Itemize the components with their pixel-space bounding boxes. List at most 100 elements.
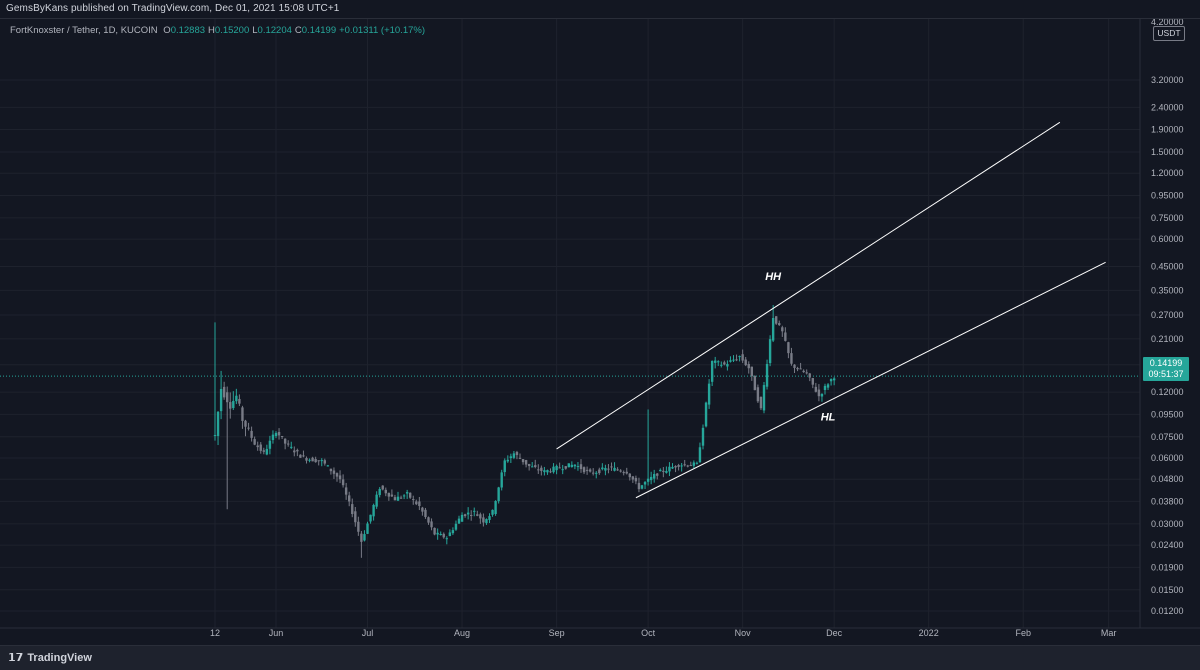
candle-body	[302, 455, 305, 457]
candle	[308, 458, 311, 463]
candle	[222, 381, 226, 400]
candle	[317, 460, 320, 466]
candle	[771, 305, 775, 343]
candle-body	[625, 471, 628, 474]
ohlc-value: 0.14199	[301, 25, 337, 36]
currency-badge[interactable]: USDT	[1153, 26, 1185, 41]
candle	[698, 442, 702, 463]
candle-body	[445, 538, 448, 540]
candle	[293, 446, 296, 457]
price-tick-label: 0.27000	[1151, 310, 1184, 320]
candle	[287, 440, 290, 447]
candle-body	[759, 396, 763, 409]
candle-body	[259, 444, 262, 451]
candle	[790, 347, 793, 366]
candle-body	[521, 459, 525, 463]
candle-body	[829, 379, 833, 382]
candle-body	[698, 447, 702, 463]
candle-body	[293, 450, 296, 453]
annotation-hh[interactable]: HH	[765, 271, 782, 283]
candle-body	[503, 460, 506, 473]
candle	[457, 515, 461, 525]
candle-body	[613, 467, 616, 471]
price-tick-label: 2.40000	[1151, 102, 1184, 112]
candle-body	[814, 386, 818, 392]
candle	[756, 384, 760, 403]
candle-body	[778, 323, 781, 325]
candle	[405, 489, 409, 499]
candle-body	[775, 316, 778, 324]
trendlines[interactable]	[556, 121, 1106, 499]
candle-body	[750, 366, 753, 377]
candle-body	[546, 470, 549, 473]
candle	[271, 430, 275, 444]
time-tick-label: 2022	[919, 628, 939, 638]
annotation-hl[interactable]: HL	[821, 412, 836, 424]
time-tick-label: Mar	[1101, 628, 1117, 638]
candle-body	[695, 462, 699, 464]
candle-body	[796, 367, 799, 370]
candle-body	[317, 460, 320, 462]
candle	[338, 470, 342, 484]
time-tick-label: Feb	[1015, 628, 1031, 638]
candle	[274, 431, 278, 439]
time-axis[interactable]: 12 Jun Jul Aug Sep Oct Nov Dec 2022 Feb Mar	[210, 628, 1116, 638]
price-tick-label: 0.02400	[1151, 540, 1184, 550]
candle	[723, 360, 726, 366]
candle-body	[287, 443, 290, 445]
candle	[677, 463, 680, 471]
symbol-legend[interactable]: FortKnoxster / Tether, 1D, KUCOIN O0.128…	[10, 25, 425, 36]
candle	[332, 467, 336, 479]
candle-body	[308, 459, 311, 461]
ohlc-value: 0.12883	[170, 25, 206, 36]
candle-body	[232, 400, 235, 409]
candle-body	[640, 485, 644, 489]
candle-body	[631, 476, 635, 480]
trendline-upper-channel[interactable]	[556, 121, 1061, 450]
tradingview-logo[interactable]: 𝟭𝟳 TradingView	[8, 651, 92, 664]
candle	[433, 527, 436, 536]
candle	[579, 459, 583, 473]
candle-body	[598, 469, 601, 474]
candle	[601, 463, 604, 471]
candle	[531, 462, 534, 468]
candle-body	[668, 466, 671, 472]
candle-body	[494, 501, 497, 514]
candle-body	[451, 530, 455, 534]
candle-body	[348, 495, 351, 502]
current-price-value: 0.14199	[1149, 358, 1183, 368]
candle	[787, 341, 790, 359]
candle	[634, 475, 638, 485]
candle-body	[338, 475, 342, 480]
candle	[796, 366, 799, 372]
candle-body	[405, 492, 409, 494]
candle	[488, 513, 491, 523]
candle-body	[677, 465, 680, 467]
trendline-lower-channel[interactable]	[635, 261, 1106, 499]
ohlc-value: +0.01311 (+10.17%)	[339, 25, 426, 36]
candle	[491, 509, 494, 517]
candle	[549, 468, 552, 474]
candle-body	[683, 464, 686, 466]
candle-body	[280, 436, 284, 438]
candle	[409, 492, 412, 499]
candle-body	[527, 463, 531, 467]
candle	[302, 450, 305, 458]
candle-body	[433, 527, 436, 535]
price-axis[interactable]: 4.20000 3.20000 2.40000 1.90000 1.50000 1.200…	[1151, 17, 1184, 616]
candle	[235, 388, 238, 405]
candle-body	[732, 359, 735, 361]
candle-body	[619, 470, 622, 472]
candle-body	[375, 494, 378, 507]
candle	[537, 464, 540, 474]
candle	[290, 441, 293, 450]
candle	[506, 455, 509, 463]
candle	[799, 362, 802, 370]
candle-body	[226, 392, 229, 403]
candle-body	[531, 466, 534, 468]
candle-body	[253, 439, 256, 445]
candle	[344, 482, 348, 500]
candle	[588, 468, 592, 473]
candle-body	[485, 519, 488, 524]
